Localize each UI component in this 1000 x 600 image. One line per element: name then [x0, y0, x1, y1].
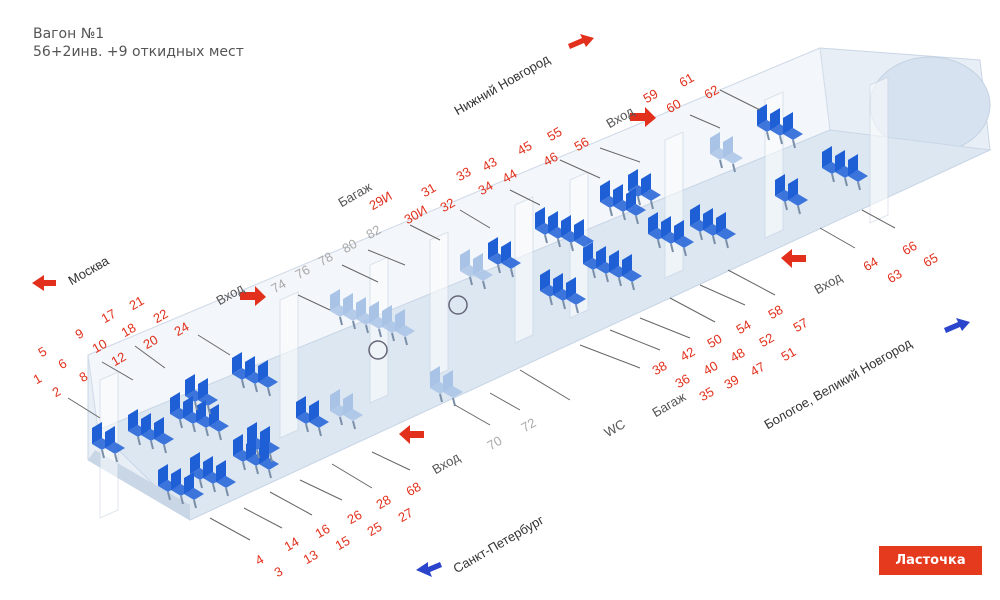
- seats-layer: [92, 104, 868, 509]
- seat: [848, 154, 868, 191]
- partition: [429, 231, 449, 379]
- leader-line: [861, 209, 896, 229]
- seat: [209, 404, 229, 441]
- seat: [788, 178, 808, 215]
- partition: [279, 291, 299, 439]
- leader-line: [197, 334, 231, 356]
- arrow-spb-icon: [416, 562, 442, 577]
- folding-seat: [473, 253, 493, 290]
- arrow-bologoe-icon: [944, 318, 970, 333]
- seat: [641, 173, 661, 210]
- leader-line: [367, 249, 406, 266]
- seat: [258, 360, 278, 397]
- folding-seat: [723, 136, 743, 173]
- folding-seat: [443, 370, 463, 407]
- seat: [309, 400, 329, 437]
- leader-line: [331, 463, 373, 489]
- page-title: Вагон №1: [33, 26, 105, 42]
- entrance-arrow-icon: [399, 425, 424, 444]
- seat: [184, 472, 204, 509]
- seat: [674, 220, 694, 257]
- leader-line: [639, 317, 691, 339]
- leader-line: [609, 329, 661, 351]
- entrance-arrow-icon: [781, 249, 806, 268]
- seat: [154, 417, 174, 454]
- leader-line: [719, 89, 761, 111]
- seat: [198, 378, 218, 415]
- leader-line: [819, 227, 856, 249]
- entrance-arrow-icon: [240, 286, 266, 306]
- car-body: [87, 47, 992, 521]
- leader-line: [579, 344, 641, 369]
- leader-line: [669, 297, 716, 323]
- leader-line: [209, 517, 251, 541]
- leader-lines: [67, 89, 896, 541]
- seat: [501, 241, 521, 278]
- leader-line: [243, 507, 283, 529]
- folding-seat: [395, 309, 415, 346]
- seat: [216, 460, 236, 497]
- leader-line: [559, 159, 601, 179]
- leader-line: [67, 397, 101, 419]
- seat: [574, 219, 594, 256]
- leader-line: [727, 269, 776, 296]
- leader-line: [297, 294, 331, 311]
- wheelchair-icon: [368, 295, 468, 360]
- brand-badge: Ласточка: [879, 546, 982, 575]
- seat: [716, 212, 736, 249]
- direction-arrows: [32, 34, 970, 577]
- leader-line: [509, 189, 541, 206]
- seat: [783, 112, 803, 149]
- leader-line: [519, 369, 571, 401]
- leader-line: [454, 404, 491, 426]
- seat: [260, 426, 280, 463]
- leader-line: [699, 284, 746, 306]
- page-subtitle: 56+2инв. +9 откидных мест: [33, 44, 244, 60]
- leader-line: [134, 345, 166, 369]
- leader-line: [599, 147, 641, 163]
- seat: [622, 254, 642, 291]
- leader-line: [341, 264, 379, 283]
- leader-line: [371, 451, 411, 471]
- leader-line: [409, 224, 441, 241]
- seat: [566, 277, 586, 314]
- leader-line: [689, 114, 721, 129]
- leader-line: [101, 361, 134, 381]
- seat: [105, 426, 125, 463]
- folding-seat: [343, 393, 363, 430]
- arrow-moscow-icon: [32, 275, 56, 291]
- leader-line: [489, 392, 521, 411]
- entrance-arrow-icon: [630, 107, 656, 127]
- seat: [158, 464, 178, 501]
- arrow-nizhny-icon: [568, 34, 594, 49]
- partition: [514, 196, 534, 344]
- partition: [869, 76, 889, 224]
- leader-line: [299, 479, 343, 501]
- leader-line: [459, 209, 491, 229]
- leader-line: [269, 491, 313, 516]
- partition: [664, 131, 684, 279]
